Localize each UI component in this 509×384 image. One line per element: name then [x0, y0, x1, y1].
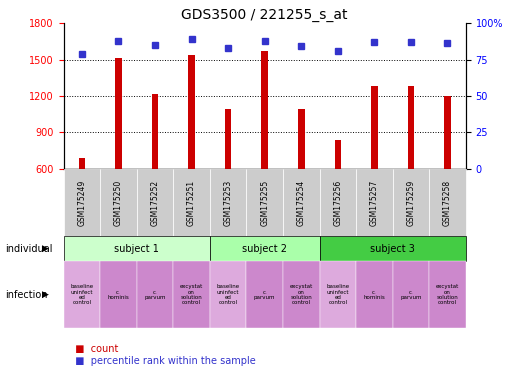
- Bar: [246, 169, 283, 236]
- Text: GSM175259: GSM175259: [406, 179, 415, 226]
- Bar: [210, 261, 246, 328]
- Bar: [64, 236, 210, 261]
- Text: c.
hominis: c. hominis: [107, 290, 129, 300]
- Bar: [283, 169, 320, 236]
- Text: GSM175254: GSM175254: [297, 179, 306, 226]
- Bar: [320, 169, 356, 236]
- Text: excystat
on
solution
control: excystat on solution control: [290, 285, 313, 305]
- Bar: [173, 169, 210, 236]
- Text: GSM175258: GSM175258: [443, 179, 452, 226]
- Bar: [283, 261, 320, 328]
- Text: GSM175249: GSM175249: [77, 179, 87, 226]
- Bar: [356, 169, 392, 236]
- Bar: [320, 261, 356, 328]
- Text: baseline
uninfect
ed
control: baseline uninfect ed control: [70, 285, 94, 305]
- Text: baseline
uninfect
ed
control: baseline uninfect ed control: [326, 285, 349, 305]
- Bar: [152, 94, 158, 169]
- Bar: [188, 55, 195, 169]
- Bar: [64, 261, 100, 328]
- Bar: [64, 169, 100, 236]
- Text: GSM175253: GSM175253: [223, 179, 233, 226]
- Text: ▶: ▶: [42, 244, 49, 253]
- Bar: [429, 261, 466, 328]
- Bar: [444, 96, 451, 169]
- Bar: [100, 261, 137, 328]
- Text: infection: infection: [5, 290, 47, 300]
- Text: individual: individual: [5, 243, 52, 254]
- Text: GSM175251: GSM175251: [187, 179, 196, 226]
- Text: GSM175252: GSM175252: [151, 179, 159, 226]
- Bar: [115, 58, 122, 169]
- Bar: [262, 51, 268, 169]
- Text: GSM175250: GSM175250: [114, 179, 123, 226]
- Bar: [320, 236, 466, 261]
- Bar: [334, 140, 341, 169]
- Bar: [246, 261, 283, 328]
- Text: excystat
on
solution
control: excystat on solution control: [180, 285, 203, 305]
- Bar: [100, 169, 137, 236]
- Bar: [225, 109, 232, 169]
- Bar: [137, 261, 173, 328]
- Text: GSM175257: GSM175257: [370, 179, 379, 226]
- Bar: [408, 86, 414, 169]
- Bar: [78, 158, 85, 169]
- Text: subject 1: subject 1: [115, 243, 159, 254]
- Text: c.
hominis: c. hominis: [363, 290, 385, 300]
- Text: ■  percentile rank within the sample: ■ percentile rank within the sample: [69, 356, 256, 366]
- Text: ■  count: ■ count: [69, 344, 118, 354]
- Text: GSM175255: GSM175255: [260, 179, 269, 226]
- Bar: [298, 109, 304, 169]
- Bar: [371, 86, 378, 169]
- Bar: [356, 261, 392, 328]
- Bar: [137, 169, 173, 236]
- Text: c.
parvum: c. parvum: [400, 290, 421, 300]
- Bar: [392, 261, 429, 328]
- Bar: [392, 169, 429, 236]
- Text: subject 3: subject 3: [370, 243, 415, 254]
- Bar: [210, 169, 246, 236]
- Text: subject 2: subject 2: [242, 243, 287, 254]
- Text: ▶: ▶: [42, 290, 49, 299]
- Bar: [210, 236, 320, 261]
- Bar: [429, 169, 466, 236]
- Text: c.
parvum: c. parvum: [254, 290, 275, 300]
- Bar: [173, 261, 210, 328]
- Text: excystat
on
solution
control: excystat on solution control: [436, 285, 459, 305]
- Title: GDS3500 / 221255_s_at: GDS3500 / 221255_s_at: [181, 8, 348, 22]
- Text: baseline
uninfect
ed
control: baseline uninfect ed control: [216, 285, 240, 305]
- Text: GSM175256: GSM175256: [333, 179, 342, 226]
- Text: c.
parvum: c. parvum: [144, 290, 166, 300]
